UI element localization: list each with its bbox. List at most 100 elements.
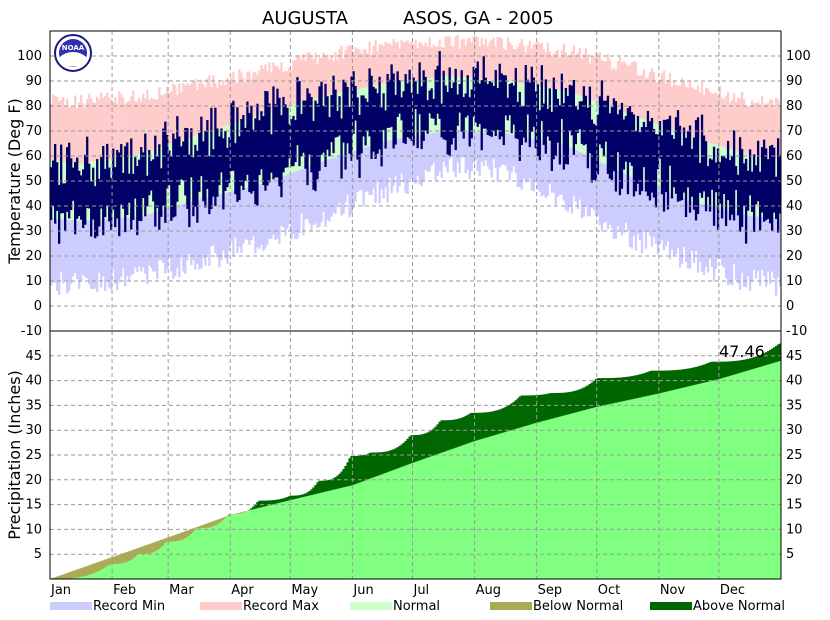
record-min-bar: [528, 138, 531, 179]
observed-temp-bar: [196, 150, 199, 223]
record-max-bar: [398, 48, 401, 82]
precip-normal-fill: [758, 366, 762, 579]
precip-normal-fill: [750, 369, 754, 579]
precip-above-normal-bar: [302, 494, 305, 498]
record-max-bar: [740, 91, 744, 154]
record-max-bar: [502, 48, 505, 81]
observed-temp-bar: [152, 159, 155, 202]
observed-temp-bar: [386, 73, 389, 128]
record-min-bar: [444, 131, 447, 167]
observed-temp-bar: [368, 68, 371, 137]
precip-normal-fill: [76, 577, 79, 579]
observed-temp-bar: [184, 127, 187, 196]
record-min-bar: [278, 177, 281, 244]
record-max-bar: [586, 54, 590, 99]
record-max-bar: [428, 36, 431, 79]
precip-normal-fill: [388, 471, 391, 579]
precip-above-normal-bar: [698, 365, 702, 384]
record-max-bar: [488, 41, 491, 80]
precip-normal-fill: [616, 402, 620, 579]
observed-temp-bar: [678, 125, 682, 201]
precip-normal-fill: [200, 528, 203, 579]
record-min-bar: [648, 184, 652, 236]
record-min-bar: [558, 144, 561, 195]
precip-above-normal-bar: [256, 501, 259, 509]
precip-above-normal-bar: [346, 462, 349, 487]
observed-temp-bar: [768, 145, 772, 224]
observed-temp-bar: [610, 107, 614, 180]
record-max-bar: [462, 38, 465, 78]
record-min-bar: [568, 146, 572, 206]
observed-temp-bar: [738, 137, 742, 232]
precip-normal-fill: [332, 489, 335, 579]
record-max-bar: [82, 103, 85, 164]
observed-temp-bar: [602, 100, 606, 157]
record-min-bar: [706, 205, 710, 273]
month-label: Dec: [720, 583, 745, 598]
record-min-bar: [702, 204, 706, 276]
precip-normal-fill: [730, 375, 734, 579]
observed-temp-bar: [432, 98, 435, 119]
record-max-bar: [222, 79, 225, 127]
precip-normal-fill: [278, 502, 281, 579]
precip-above-normal-bar: [382, 451, 385, 474]
observed-temp-bar: [448, 67, 451, 156]
precip-normal-fill: [770, 363, 774, 579]
precip-below-normal-bar: [80, 568, 83, 577]
observed-temp-bar: [490, 82, 493, 137]
precip-normal-fill: [746, 370, 750, 579]
precip-above-normal-bar: [440, 420, 443, 453]
observed-temp-bar: [544, 79, 547, 154]
precip-normal-fill: [240, 513, 243, 579]
observed-temp-bar: [134, 157, 137, 199]
precip-above-normal-bar: [308, 491, 311, 496]
observed-temp-bar: [272, 86, 275, 180]
record-min-bar: [244, 187, 247, 240]
record-min-bar: [86, 220, 89, 279]
precip-below-normal-bar: [118, 554, 121, 564]
observed-temp-bar: [504, 75, 507, 116]
record-max-bar: [348, 45, 351, 91]
record-min-bar: [646, 183, 650, 232]
record-min-bar: [212, 195, 215, 246]
record-min-bar: [226, 192, 229, 264]
precip-above-normal-bar: [524, 395, 527, 427]
precip-normal-fill: [106, 566, 109, 579]
precip-below-normal-bar: [92, 563, 95, 574]
observed-temp-bar: [310, 97, 313, 173]
record-min-bar: [392, 139, 395, 187]
observed-temp-bar: [66, 147, 69, 212]
record-max-bar: [606, 53, 610, 106]
observed-temp-bar: [464, 93, 467, 118]
record-min-bar: [252, 185, 255, 237]
observed-temp-bar: [296, 77, 299, 146]
observed-temp-bar: [502, 75, 505, 146]
observed-temp-bar: [542, 103, 545, 146]
precip-below-normal-bar: [142, 546, 145, 555]
precip-below-normal-bar: [74, 570, 77, 578]
precip-above-normal-bar: [642, 373, 646, 397]
legend-label: Below Normal: [533, 599, 623, 614]
legend-swatch: [50, 602, 92, 610]
precip-normal-fill: [740, 372, 744, 579]
observed-temp-bar: [456, 94, 459, 126]
precip-normal-fill: [154, 551, 157, 579]
precip-above-normal-bar: [746, 358, 750, 371]
observed-temp-bar: [62, 183, 65, 214]
record-min-bar: [692, 202, 696, 263]
observed-temp-bar: [282, 96, 285, 173]
precip-normal-fill: [228, 515, 231, 579]
record-min-bar: [262, 183, 265, 251]
precip-normal-fill: [576, 411, 580, 579]
record-min-bar: [324, 160, 327, 227]
precip-above-normal-bar: [772, 347, 776, 363]
precip-normal-fill: [122, 563, 125, 579]
precip-normal-fill: [108, 564, 111, 579]
precip-normal-fill: [684, 387, 688, 579]
observed-temp-bar: [72, 167, 75, 201]
observed-temp-bar: [564, 87, 568, 165]
precip-above-normal-bar: [684, 368, 688, 388]
precip-above-normal-bar: [702, 364, 706, 383]
precip-above-normal-bar: [690, 367, 694, 386]
precip-above-normal-bar: [518, 396, 521, 428]
